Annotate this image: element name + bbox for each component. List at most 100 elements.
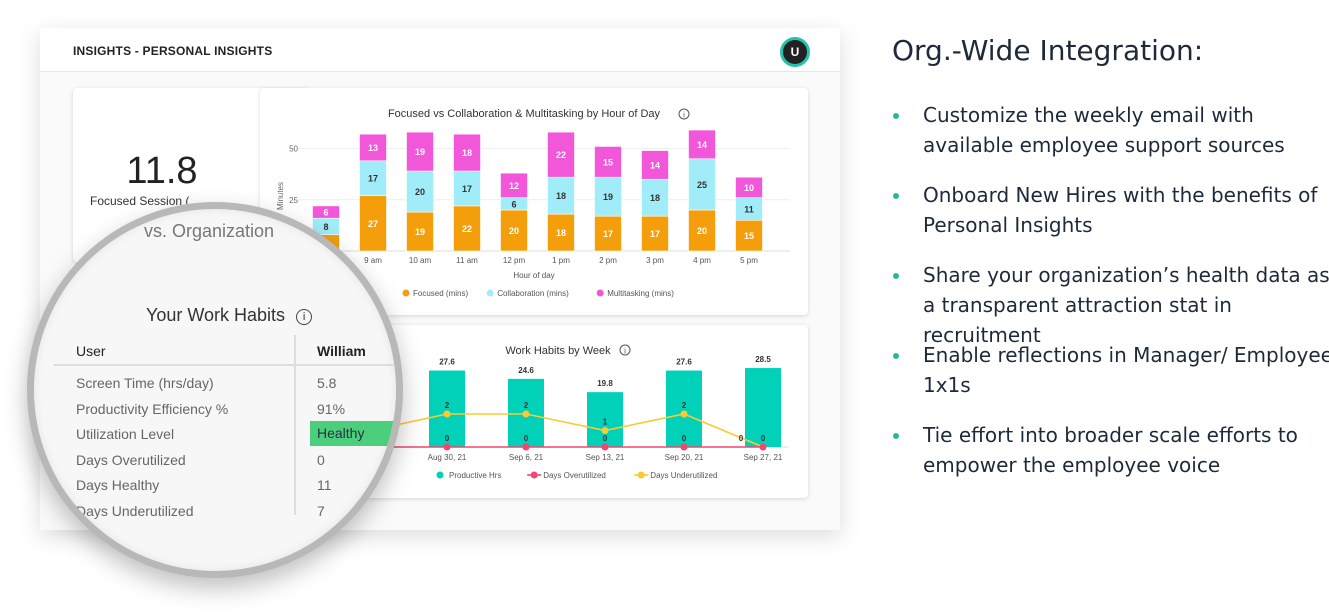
data-label: 19.8	[597, 379, 613, 388]
bar	[666, 370, 702, 447]
chart-title: Work Habits by Week	[505, 345, 611, 357]
legend-swatch	[486, 289, 494, 297]
line-point	[443, 410, 451, 418]
bar-segment	[594, 215, 622, 252]
x-tick-label: Sep 20, 21	[665, 453, 704, 462]
x-tick-label: Aug 30, 21	[428, 453, 467, 462]
legend-swatch	[436, 471, 444, 479]
x-tick-label: 5 pm	[740, 256, 758, 265]
data-label: 6	[511, 199, 516, 209]
x-tick-label: 12 pm	[503, 256, 526, 265]
work-habits-title-text: Your Work Habits	[146, 305, 286, 325]
data-label: 17	[650, 229, 660, 239]
x-axis-label: Hour of day	[513, 271, 554, 280]
data-label: 2	[524, 401, 529, 410]
data-label: 19	[603, 192, 613, 202]
line-point	[759, 443, 767, 451]
kpi-label: Focused Session (	[90, 194, 190, 208]
column-header-user: User	[76, 343, 106, 359]
bullet-dot-icon	[893, 353, 899, 359]
table-row: Productivity Efficiency % 91%	[54, 397, 394, 422]
row-value: 7	[317, 502, 325, 519]
data-label: 27	[368, 219, 378, 229]
data-label: 13	[368, 143, 378, 153]
bar-segment	[406, 170, 434, 213]
data-label: 17	[462, 184, 472, 194]
x-tick-label: 4 pm	[693, 256, 711, 265]
data-label: 22	[462, 224, 472, 234]
bar-segment	[688, 129, 716, 160]
y-tick-label: 50	[289, 145, 298, 154]
table-row: Days Underutilized 7	[54, 499, 394, 524]
bar-segment	[406, 131, 434, 172]
data-label: 17	[368, 174, 378, 184]
hour-of-day-chart: Focused vs Collaboration & Multitasking …	[276, 108, 790, 298]
feature-bullet: Customize the weekly email with availabl…	[893, 100, 1329, 160]
info-icon[interactable]: i	[619, 344, 631, 356]
data-label: 18	[556, 191, 566, 201]
bar-segment	[500, 209, 528, 252]
data-label: 8	[323, 222, 328, 232]
row-value: 0	[317, 451, 325, 468]
x-tick-label: 9 am	[364, 256, 382, 265]
data-label: 28.5	[755, 355, 771, 364]
bar-segment	[453, 133, 481, 172]
bar-segment	[641, 150, 669, 180]
bullet-dot-icon	[893, 113, 899, 119]
legend-label: Days Overutilized	[543, 471, 606, 480]
avatar[interactable]: U	[780, 37, 810, 67]
data-label: 0	[445, 434, 450, 443]
legend-label: Productive Hrs	[449, 471, 501, 480]
data-label: 0	[739, 434, 744, 443]
data-label: 20	[697, 226, 707, 236]
bullet-dot-icon	[893, 193, 899, 199]
x-tick-label: Sep 13, 21	[586, 453, 625, 462]
line-point	[522, 443, 530, 451]
row-label: Screen Time (hrs/day)	[76, 375, 214, 391]
info-icon[interactable]: i	[296, 309, 313, 325]
bullet-text: Onboard New Hires with the benefits of P…	[923, 183, 1318, 237]
data-label: 20	[415, 187, 425, 197]
data-label: 0	[761, 434, 766, 443]
x-tick-label: 1 pm	[552, 256, 570, 265]
bar-segment	[453, 205, 481, 252]
data-label: 0	[682, 434, 687, 443]
bullet-dot-icon	[893, 433, 899, 439]
row-value: 11	[317, 477, 332, 493]
status-text: Healthy	[317, 425, 365, 441]
line-point	[601, 427, 609, 434]
kpi-comparison-label: vs. Organization	[144, 221, 275, 241]
legend-label: Collaboration (mins)	[497, 289, 569, 298]
data-label: 27.6	[439, 358, 455, 367]
row-label: Days Healthy	[76, 477, 160, 493]
bullet-text: Tie effort into broader scale efforts to…	[923, 423, 1298, 477]
x-tick-label: 3 pm	[646, 256, 664, 265]
bar-segment	[688, 209, 716, 252]
work-habits-title: Your Work Habits i	[146, 305, 313, 326]
table-row: Utilization Level Healthy	[54, 421, 396, 447]
bar-segment	[594, 146, 622, 178]
x-tick-label: Sep 6, 21	[509, 453, 544, 462]
legend-swatch	[596, 289, 604, 297]
x-tick-label: 2 pm	[599, 256, 617, 265]
feature-bullet: Share your organization’s health data as…	[893, 260, 1329, 350]
info-icon[interactable]: i	[678, 108, 690, 120]
data-label: 20	[509, 226, 519, 236]
data-label: 10	[744, 183, 754, 193]
svg-text:i: i	[624, 347, 626, 356]
page-title: INSIGHTS - PERSONAL INSIGHTS	[73, 44, 273, 58]
y-tick-label: 25	[289, 196, 298, 205]
row-label: Days Overutilized	[76, 451, 186, 468]
legend-label: Focused (mins)	[413, 289, 468, 298]
chart-title: Focused vs Collaboration & Multitasking …	[388, 108, 661, 120]
bar-segment	[547, 131, 575, 178]
bar-segment	[406, 211, 434, 252]
column-header-name: William	[317, 343, 366, 359]
bar-segment	[641, 215, 669, 252]
data-label: 18	[650, 193, 660, 203]
bullet-text: Share your organization’s health data as…	[923, 263, 1329, 347]
data-label: 19	[415, 147, 425, 157]
feature-bullet: Tie effort into broader scale efforts to…	[893, 420, 1329, 480]
bar-segment	[453, 170, 481, 207]
row-label: Utilization Level	[76, 426, 175, 442]
